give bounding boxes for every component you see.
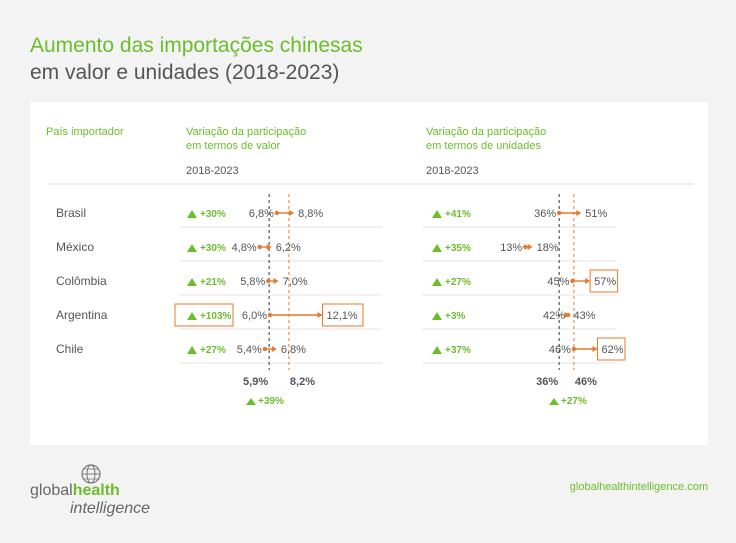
- country-label-chile: Chile: [56, 342, 84, 356]
- dumbbell-arrow: [576, 210, 582, 216]
- end-value-label: 57%: [594, 276, 616, 288]
- change-label: +103%: [200, 311, 232, 322]
- end-highlight-box: [589, 269, 619, 293]
- avg-up-triangle: [549, 398, 559, 405]
- start-point: [523, 244, 528, 250]
- end-highlight-box: [321, 303, 364, 327]
- change-label: +21%: [200, 277, 226, 288]
- start-value-label: 5,8%: [240, 276, 265, 288]
- country-label-brasil: Brasil: [56, 206, 86, 220]
- up-triangle: [187, 312, 197, 320]
- dumbbell-arrow: [317, 312, 323, 318]
- end-value-label: 7,0%: [283, 276, 308, 288]
- start-value-label: 45%: [547, 276, 569, 288]
- up-triangle: [432, 244, 442, 252]
- start-point: [571, 346, 577, 352]
- start-point: [266, 278, 271, 284]
- end-value-label: 8,8%: [298, 208, 323, 220]
- logo-wordmark: globalhealth: [30, 482, 120, 499]
- period-value: 2018-2023: [186, 165, 239, 177]
- footer-url[interactable]: globalhealthintelligence.com: [569, 481, 708, 493]
- avg-start-label: 36%: [536, 376, 558, 388]
- period-units: 2018-2023: [426, 165, 479, 177]
- end-value-label: 51%: [585, 208, 607, 220]
- start-value-label: 42%: [543, 310, 565, 322]
- change-label: +27%: [200, 345, 226, 356]
- end-value-label: 62%: [602, 344, 624, 356]
- country-label-argentina: Argentina: [56, 308, 108, 322]
- end-value-label: 6,2%: [276, 242, 301, 254]
- up-triangle: [432, 346, 442, 354]
- header-country: País importador: [46, 126, 124, 138]
- start-point: [556, 210, 562, 216]
- up-triangle: [187, 278, 197, 286]
- avg-start-label: 5,9%: [243, 376, 268, 388]
- up-triangle: [432, 312, 442, 320]
- start-point: [565, 312, 571, 318]
- start-point: [274, 210, 280, 216]
- avg-change-label: +39%: [258, 396, 284, 407]
- avg-end-label: 8,2%: [290, 376, 315, 388]
- end-value-label: 18%: [537, 242, 559, 254]
- start-point: [570, 278, 575, 284]
- header-value-line1: Variação da participação: [186, 126, 306, 138]
- dumbbell-arrow: [289, 210, 295, 216]
- avg-end-label: 46%: [575, 376, 597, 388]
- start-value-label: 6,0%: [242, 310, 267, 322]
- country-label-colombia: Colômbia: [56, 274, 107, 288]
- change-label: +41%: [445, 209, 471, 220]
- start-value-label: 6,8%: [249, 208, 274, 220]
- dumbbell-arrow: [273, 278, 279, 284]
- start-point: [262, 346, 268, 352]
- change-label: +37%: [445, 345, 471, 356]
- logo-intelligence: intelligence: [70, 500, 150, 517]
- start-value-label: 4,8%: [232, 242, 257, 254]
- up-triangle: [187, 210, 197, 218]
- header-units-line1: Variação da participação: [426, 126, 546, 138]
- start-value-label: 46%: [549, 344, 571, 356]
- up-triangle: [187, 346, 197, 354]
- dumbbell-arrow: [527, 244, 533, 250]
- chart-title: Aumento das importações chinesas: [30, 34, 363, 57]
- up-triangle: [432, 210, 442, 218]
- up-triangle: [432, 278, 442, 286]
- start-point: [257, 244, 262, 250]
- end-value-label: 12,1%: [326, 310, 357, 322]
- header-units-line2: em termos de unidades: [426, 140, 541, 152]
- start-point: [267, 312, 273, 318]
- change-highlight-box: [174, 303, 234, 327]
- change-label: +27%: [445, 277, 471, 288]
- dumbbell-arrow: [266, 244, 272, 250]
- start-value-label: 36%: [534, 208, 556, 220]
- end-value-label: 43%: [573, 310, 595, 322]
- dumbbell-arrow: [271, 346, 277, 352]
- end-highlight-box: [597, 337, 626, 361]
- avg-up-triangle: [246, 398, 256, 405]
- change-label: +30%: [200, 243, 226, 254]
- up-triangle: [187, 244, 197, 252]
- header-value-line2: em termos de valor: [186, 140, 280, 152]
- change-label: +3%: [445, 311, 465, 322]
- start-value-label: 13%: [500, 242, 522, 254]
- avg-change-label: +27%: [561, 396, 587, 407]
- dumbbell-arrow: [592, 346, 598, 352]
- globe-icon: [81, 464, 101, 484]
- country-label-mexico: México: [56, 240, 94, 254]
- chart-card: País importador Variação da participação…: [30, 102, 708, 445]
- chart-subtitle: em valor e unidades (2018-2023): [30, 61, 340, 84]
- dumbbell-arrow: [585, 278, 591, 284]
- change-label: +30%: [200, 209, 226, 220]
- end-value-label: 6,8%: [281, 344, 306, 356]
- global-health-intelligence-logo: globalhealth intelligence: [30, 462, 170, 520]
- change-label: +35%: [445, 243, 471, 254]
- start-value-label: 5,4%: [237, 344, 262, 356]
- dumbbell-chart: País importador Variação da participação…: [46, 126, 694, 407]
